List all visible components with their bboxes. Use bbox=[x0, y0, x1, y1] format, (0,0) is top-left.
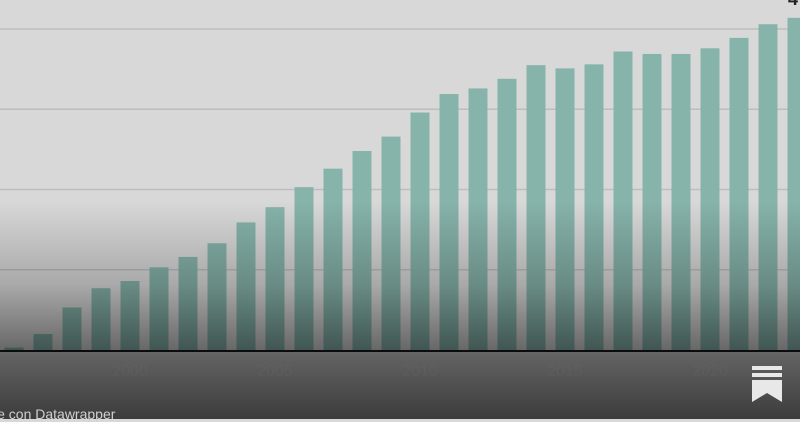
x-tick-label-2000: 2000 bbox=[112, 363, 148, 380]
bar-2023 bbox=[788, 18, 800, 350]
bar-2018 bbox=[643, 54, 662, 350]
bar-1996 bbox=[5, 348, 24, 350]
bar-2019 bbox=[672, 54, 691, 350]
bar-1997 bbox=[34, 334, 53, 350]
bar-2017 bbox=[614, 52, 633, 350]
bar-2014 bbox=[527, 65, 546, 350]
bar-2007 bbox=[324, 169, 343, 350]
bar-2016 bbox=[585, 64, 604, 350]
bar-2006 bbox=[295, 187, 314, 350]
chart-credit: le con Datawrapper bbox=[0, 406, 115, 422]
bar-1999 bbox=[92, 288, 111, 350]
bar-2021 bbox=[730, 38, 749, 350]
bar-2003 bbox=[208, 243, 227, 350]
bar-2009 bbox=[382, 137, 401, 350]
bar-2002 bbox=[179, 257, 198, 350]
bookmark-icon[interactable] bbox=[752, 366, 782, 402]
top-value-label-fragment: 4 bbox=[788, 0, 798, 10]
x-axis-tick-labels: 2000 2005 2010 2015 2020 bbox=[112, 363, 728, 380]
bar-2008 bbox=[353, 151, 372, 350]
bars bbox=[5, 18, 800, 350]
bar-2000 bbox=[121, 281, 140, 350]
x-tick-label-2005: 2005 bbox=[257, 363, 293, 380]
bar-2012 bbox=[469, 88, 488, 350]
bar-2020 bbox=[701, 48, 720, 350]
bar-2005 bbox=[266, 207, 285, 350]
bar-1998 bbox=[63, 307, 82, 350]
bar-2022 bbox=[759, 24, 778, 350]
bar-2004 bbox=[237, 222, 256, 350]
x-tick-label-2010: 2010 bbox=[402, 363, 438, 380]
x-tick-label-2015: 2015 bbox=[547, 363, 583, 380]
bar-2015 bbox=[556, 68, 575, 350]
bar-2001 bbox=[150, 267, 169, 350]
bookmark-icon-graphic bbox=[752, 366, 782, 402]
bar-2011 bbox=[440, 94, 459, 350]
bar-2010 bbox=[411, 113, 430, 350]
bar-2013 bbox=[498, 79, 517, 350]
x-tick-label-2020: 2020 bbox=[692, 363, 728, 380]
